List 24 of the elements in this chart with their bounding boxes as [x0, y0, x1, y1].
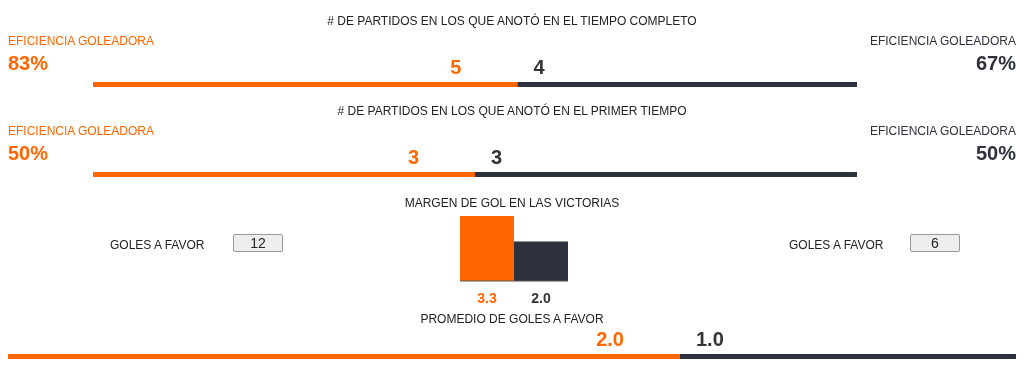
text: 50%: [975, 142, 1016, 165]
chart-title: # DE PARTIDOS EN LOS QUE ANOTÓ EN EL PRIMER TIEMPO: [336, 104, 688, 118]
text: EFICIENCIA GOLEADORA: [8, 34, 155, 48]
text: 12: [233, 234, 283, 252]
data-label: 4: [533, 56, 546, 78]
data-label: 3: [407, 146, 419, 168]
chart-title: PROMEDIO DE GOLES A FAVOR: [419, 312, 605, 326]
chart-title: # DE PARTIDOS EN LOS QUE ANOTÓ EN EL TIEMPO COMPLETO: [326, 14, 698, 28]
text: EFICIENCIA GOLEADORA: [869, 124, 1016, 138]
text: 50%: [8, 142, 49, 165]
data-label: 3: [491, 146, 503, 168]
text: 83%: [8, 52, 49, 75]
data-label: 3.3: [477, 290, 497, 306]
text: GOLES A FAVOR: [110, 238, 205, 252]
text: EFICIENCIA GOLEADORA: [8, 124, 155, 138]
data-label: 2.0: [596, 328, 624, 350]
text: 6: [910, 234, 960, 252]
text: 67%: [975, 52, 1016, 75]
text: EFICIENCIA GOLEADORA: [869, 34, 1016, 48]
text: GOLES A FAVOR: [789, 238, 884, 252]
data-label: 1.0: [696, 328, 724, 350]
data-label: 2.0: [531, 290, 551, 306]
data-label: 5: [450, 56, 462, 78]
chart-title: MARGEN DE GOL EN LAS VICTORIAS: [403, 196, 621, 210]
